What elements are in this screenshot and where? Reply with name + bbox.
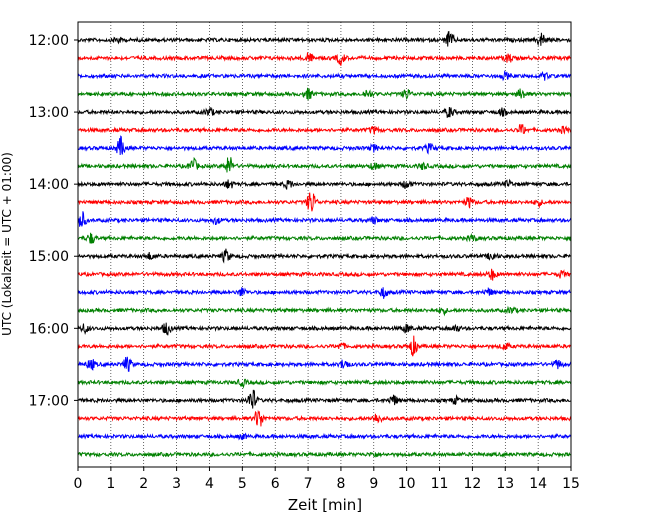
trace-line (77, 192, 572, 212)
x-axis-ticks: 0 1 2 3 4 5 6 7 8 9 10 11 12 13 14 15 (74, 467, 580, 492)
trace-line (77, 356, 572, 372)
trace-line (77, 286, 572, 299)
trace-line (77, 335, 572, 357)
x-tick-label: 1 (106, 476, 115, 492)
x-tick-label: 8 (336, 476, 345, 492)
trace-line (77, 409, 572, 427)
trace-line (77, 52, 572, 66)
trace-line (77, 248, 572, 264)
trace-line (77, 156, 572, 173)
trace-line (77, 389, 572, 409)
x-tick-label: 12 (463, 476, 481, 492)
trace-line (77, 450, 572, 459)
y-axis-label: UTC (Lokalzeit = UTC + 01:00) (0, 152, 14, 336)
trace-line (77, 178, 572, 190)
plot-frame (77, 21, 572, 468)
trace-line (77, 30, 572, 47)
y-tick-label: 13:00 (29, 105, 69, 121)
trace-line (77, 378, 572, 389)
x-tick-label: 2 (139, 476, 148, 492)
y-tick-label: 16:00 (29, 321, 69, 337)
vertical-grid-lines (110, 22, 539, 467)
trace-line (77, 268, 572, 281)
x-tick-label: 11 (431, 476, 449, 492)
trace-line (77, 106, 572, 118)
y-tick-label: 17:00 (29, 393, 69, 409)
trace-line (77, 211, 572, 227)
x-tick-label: 5 (238, 476, 247, 492)
x-tick-label: 3 (172, 476, 181, 492)
trace-line (77, 305, 572, 317)
trace-line (77, 87, 572, 101)
trace-line (77, 70, 572, 82)
x-tick-label: 13 (496, 476, 514, 492)
y-tick-label: 15:00 (29, 249, 69, 265)
trace-line (77, 322, 572, 336)
trace-line (77, 135, 572, 155)
y-axis-ticks: 12:00 13:00 14:00 15:00 16:00 17:00 (29, 33, 78, 409)
seismogram-traces (77, 30, 572, 459)
trace-line (77, 232, 572, 244)
y-tick-label: 12:00 (29, 33, 69, 49)
x-tick-label: 7 (304, 476, 313, 492)
x-tick-label: 6 (271, 476, 280, 492)
x-tick-label: 4 (205, 476, 214, 492)
trace-line (77, 124, 572, 135)
trace-line (77, 432, 572, 441)
x-tick-label: 9 (369, 476, 378, 492)
x-tick-label: 0 (74, 476, 83, 492)
x-tick-label: 14 (529, 476, 547, 492)
y-tick-label: 14:00 (29, 177, 69, 193)
x-axis-label: Zeit [min] (288, 496, 362, 514)
x-tick-label: 15 (562, 476, 580, 492)
x-tick-label: 10 (398, 476, 416, 492)
